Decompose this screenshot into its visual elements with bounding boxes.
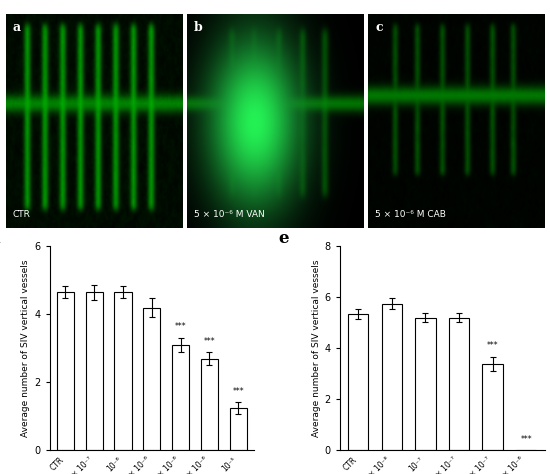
Text: ***: *** xyxy=(233,387,244,396)
Bar xyxy=(85,292,103,450)
Text: 5 × 10⁻⁶ M VAN: 5 × 10⁻⁶ M VAN xyxy=(194,210,265,219)
Text: e: e xyxy=(279,230,289,247)
Bar xyxy=(57,292,74,450)
Text: a: a xyxy=(13,21,21,34)
Text: ***: *** xyxy=(204,337,215,346)
Bar xyxy=(114,292,131,450)
Text: ***: *** xyxy=(175,322,186,331)
Bar xyxy=(449,318,469,450)
Text: 5 × 10⁻⁶ M CAB: 5 × 10⁻⁶ M CAB xyxy=(376,210,446,219)
Bar xyxy=(143,308,161,450)
Bar xyxy=(415,318,436,450)
Text: CTR: CTR xyxy=(13,210,30,219)
Bar xyxy=(348,314,368,450)
Text: ***: *** xyxy=(487,341,498,350)
Bar xyxy=(172,345,189,450)
Bar xyxy=(482,364,503,450)
Text: c: c xyxy=(376,21,383,34)
Bar xyxy=(382,304,402,450)
Bar xyxy=(201,358,218,450)
Y-axis label: Average number of SIV vertical vessels: Average number of SIV vertical vessels xyxy=(311,260,321,437)
Text: ***: *** xyxy=(520,435,532,444)
Y-axis label: Average number of SIV vertical vessels: Average number of SIV vertical vessels xyxy=(21,260,30,437)
Text: b: b xyxy=(194,21,203,34)
Bar xyxy=(229,408,247,450)
